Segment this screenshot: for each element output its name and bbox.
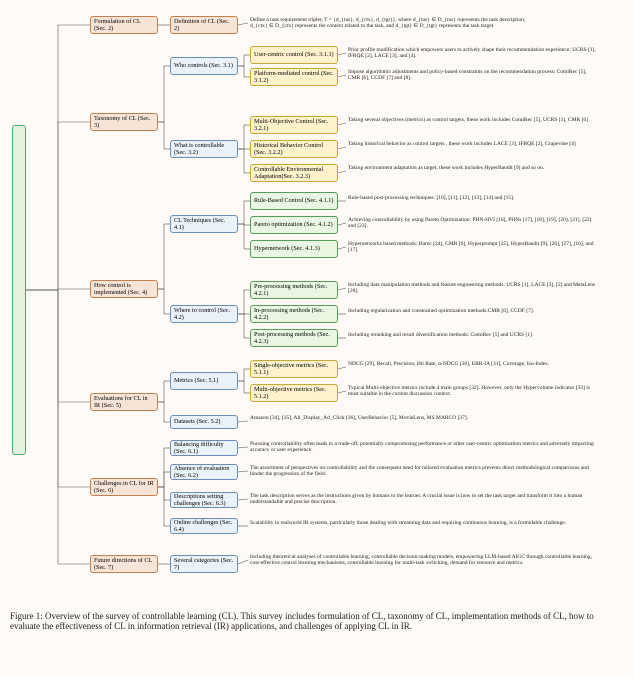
desc-d61: Pursuing controllability often leads to … bbox=[250, 441, 600, 454]
desc-d322: Taking historical behavior as control ta… bbox=[348, 141, 598, 147]
node-n321: Multi-Objective Control (Sec. 3.2.1) bbox=[250, 116, 338, 134]
desc-d64: Scalability in realworld IR systems, par… bbox=[250, 520, 600, 526]
node-n512: Multi-objective metrics (Sec. 5.1.2) bbox=[250, 384, 338, 402]
desc-d63: The task description serves as the instr… bbox=[250, 493, 600, 506]
node-n32: What is controllable (Sec. 3.2) bbox=[170, 140, 238, 158]
node-n64: Online challenges (Sec. 6.4) bbox=[170, 518, 238, 534]
node-n2def: Definition of CL (Sec. 2) bbox=[170, 16, 238, 34]
node-n7: Future directions of CL (Sec. 7) bbox=[90, 555, 158, 573]
node-n4: How control is implemented (Sec. 4) bbox=[90, 280, 158, 298]
node-n511: Single-objective metrics (Sec. 5.1.1) bbox=[250, 360, 338, 378]
desc-d323: Taking environment adaptation as target,… bbox=[348, 165, 598, 171]
node-n422: In-processing methods (Sec. 4.2.2) bbox=[250, 305, 338, 323]
desc-d412: Achieving controllability by using Paret… bbox=[348, 217, 598, 230]
desc-d71: Including theoretical analyses of contro… bbox=[250, 554, 600, 567]
node-n312: Platform-mediated control (Sec. 3.1.2) bbox=[250, 68, 338, 86]
desc-d311: Prior profile modification which empower… bbox=[348, 47, 598, 60]
node-n311: User-centric control (Sec. 3.1.1) bbox=[250, 46, 338, 64]
node-n423: Post-processing methods (Sec. 4.2.3) bbox=[250, 329, 338, 347]
desc-d411: Rule-based post-processing techniques: [… bbox=[348, 195, 598, 201]
node-n3: Taxonomy of CL (Sec. 3) bbox=[90, 113, 158, 131]
node-n63: Descriptions setting challenges (Sec. 6.… bbox=[170, 492, 238, 508]
node-n61: Balancing difficulty (Sec. 6.1) bbox=[170, 440, 238, 456]
desc-d62: The assortment of perspectives on contro… bbox=[250, 465, 600, 478]
desc-d52: Amazon [34], [35], Ali_Display_Ad_Click … bbox=[250, 415, 510, 421]
node-n412: Pareto optimization (Sec. 4.1.2) bbox=[250, 216, 338, 234]
node-n71: Several categories (Sec. 7) bbox=[170, 555, 238, 573]
node-n413: Hypernetwork (Sec. 4.1.3) bbox=[250, 240, 338, 258]
node-n421: Pre-processing methods (Sec. 4.2.1) bbox=[250, 281, 338, 299]
node-n41: CL Techniques (Sec. 4.1) bbox=[170, 215, 238, 233]
node-n31: Who controls (Sec. 3.1) bbox=[170, 57, 238, 75]
node-n52: Datasets (Sec. 5.2) bbox=[170, 415, 238, 429]
desc-d512: Typical Multi-objective metrics include … bbox=[348, 385, 598, 398]
figure-caption: Figure 1: Overview of the survey of cont… bbox=[10, 611, 624, 631]
desc-d312: Impose algorithmic adjustments and polic… bbox=[348, 69, 598, 82]
tree-chart: Controllable Learning (CL) Formulation of… bbox=[10, 10, 624, 605]
desc-d421: Including data manipulation methods and … bbox=[348, 282, 598, 295]
desc-d422: Including regularization and constrained… bbox=[348, 308, 598, 314]
node-n322: Historical Behavior Control (Sec. 3.2.2) bbox=[250, 140, 338, 158]
node-root: Controllable Learning (CL) bbox=[12, 125, 26, 455]
node-n5: Evaluations for CL in IR (Sec. 5) bbox=[90, 393, 158, 411]
desc-d423: Including reranking and result diversifi… bbox=[348, 332, 598, 338]
node-n42: Where to control (Sec. 4.2) bbox=[170, 305, 238, 323]
desc-d321: Taking several objectives (metrics) as c… bbox=[348, 117, 598, 123]
node-n411: Rule-Based Control (Sec. 4.1.1) bbox=[250, 192, 338, 210]
node-n62: Absence of evaluation (Sec. 6.2) bbox=[170, 464, 238, 480]
desc-d511: NDCG [29], Recall, Precision, Hit Rate, … bbox=[348, 361, 598, 367]
desc-d413: Hypernetworks based methods: Harec [24],… bbox=[348, 241, 598, 254]
node-n2: Formulation of CL (Sec. 2) bbox=[90, 16, 158, 34]
node-n323: Controllable Environmental Adaptation(Se… bbox=[250, 164, 338, 182]
node-n6: Challenges in CL for IR (Sec. 6) bbox=[90, 478, 158, 496]
desc-d2: Define a task requirement triplet, T = {… bbox=[250, 17, 530, 30]
node-n51: Metrics (Sec. 5.1) bbox=[170, 372, 238, 390]
